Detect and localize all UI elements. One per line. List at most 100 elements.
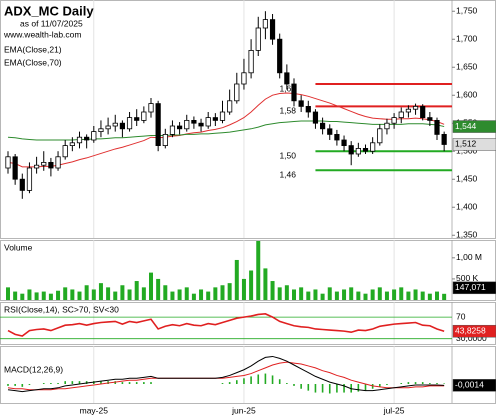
y-tick-label: 1,350: [456, 229, 478, 239]
volume-bar: [299, 287, 304, 300]
volume-bar: [284, 285, 289, 300]
candle-body: [370, 142, 376, 152]
candle-body: [98, 128, 104, 133]
volume-bar: [77, 291, 82, 300]
histogram-bar: [400, 383, 403, 384]
candle-body: [12, 156, 18, 180]
histogram-bar: [250, 376, 252, 384]
volume-bar: [220, 285, 225, 300]
candle-body: [84, 136, 90, 141]
histogram-bar: [121, 382, 124, 384]
histogram-bar: [135, 382, 138, 384]
volume-bar: [363, 293, 368, 300]
volume-bar: [327, 287, 332, 300]
candle-body: [362, 147, 369, 152]
candle-body: [348, 145, 354, 155]
volume-bar: [184, 287, 189, 300]
volume-bar: [13, 291, 18, 300]
histogram-bar: [21, 384, 24, 387]
volume-bar: [342, 289, 347, 300]
candle-body: [277, 38, 283, 74]
candle-body: [184, 120, 190, 130]
volume-bar: [420, 291, 425, 300]
histogram-bar: [357, 384, 360, 392]
x-tick-label: jul-25: [383, 405, 405, 415]
level-label: 1,46: [279, 169, 296, 179]
histogram-bar: [364, 384, 367, 391]
volume-bar: [406, 291, 411, 300]
histogram-bar: [221, 383, 224, 384]
histogram-bar: [7, 384, 9, 386]
last-value-label: -0,0014: [455, 380, 484, 390]
candle-body: [19, 178, 25, 191]
volume-bar: [20, 293, 25, 300]
candle-body: [76, 136, 83, 144]
histogram-bar: [429, 383, 431, 384]
y-tick-label: 1,00 M: [456, 252, 482, 262]
histogram-bar: [421, 382, 424, 384]
candle-body: [91, 131, 97, 141]
volume-bar: [6, 287, 10, 300]
volume-bar: [413, 289, 418, 300]
volume-bar: [56, 290, 61, 300]
histogram-bar: [150, 382, 152, 384]
macd-line: [7, 361, 445, 391]
last-value-box: [452, 120, 496, 133]
candle-body: [398, 111, 404, 118]
volume-bar: [435, 291, 439, 300]
last-value-box: [452, 324, 496, 338]
ema-line: [7, 92, 445, 168]
candle-body: [284, 72, 290, 85]
last-value-box: [452, 379, 496, 392]
candle-body: [377, 128, 383, 144]
candle-body: [155, 103, 161, 146]
histogram-bar: [64, 381, 66, 384]
candle-body: [48, 161, 54, 169]
candle-body: [134, 117, 140, 121]
candle-body: [191, 120, 197, 124]
candle-body: [420, 106, 426, 119]
legend-label: EMA(Close,21): [4, 44, 62, 54]
candle-body: [441, 133, 447, 145]
candle-body: [219, 111, 226, 121]
candle-body: [119, 122, 125, 130]
candle-body: [298, 100, 304, 107]
histogram-bar: [42, 383, 45, 384]
volume-bar: [113, 291, 118, 300]
x-tick-label: jun-25: [231, 405, 256, 415]
histogram-bar: [28, 384, 31, 385]
histogram-bar: [286, 383, 288, 384]
histogram-bar: [443, 383, 445, 384]
volume-bar: [177, 289, 182, 300]
volume-bar: [427, 293, 432, 300]
volume-bar: [377, 287, 382, 300]
candle-body: [434, 120, 440, 135]
histogram-bar: [128, 382, 131, 384]
candle-body: [291, 83, 297, 102]
histogram-bar: [386, 384, 388, 385]
volume-bar: [34, 292, 39, 300]
macd-line: [7, 355, 445, 393]
volume-bar: [349, 287, 354, 300]
candle-body: [169, 125, 176, 135]
last-value-box: [452, 138, 496, 151]
volume-bar: [277, 287, 282, 300]
candle-body: [312, 111, 319, 124]
y-tick-label: 70: [456, 311, 466, 321]
volume-bar: [127, 289, 132, 300]
volume-bar: [134, 281, 139, 300]
candle-body: [234, 83, 240, 102]
volume-bar: [320, 293, 325, 300]
candle-body: [305, 106, 311, 113]
histogram-bar: [264, 373, 267, 384]
candle-body: [41, 161, 47, 166]
candle-body: [341, 139, 347, 146]
volume-bar: [256, 241, 261, 300]
volume-bar: [156, 278, 161, 300]
volume-bar: [91, 289, 96, 300]
volume-bar: [392, 289, 397, 300]
volume-bar: [313, 289, 318, 300]
volume-bar: [370, 289, 375, 300]
histogram-bar: [236, 380, 238, 384]
candle-body: [355, 147, 361, 155]
